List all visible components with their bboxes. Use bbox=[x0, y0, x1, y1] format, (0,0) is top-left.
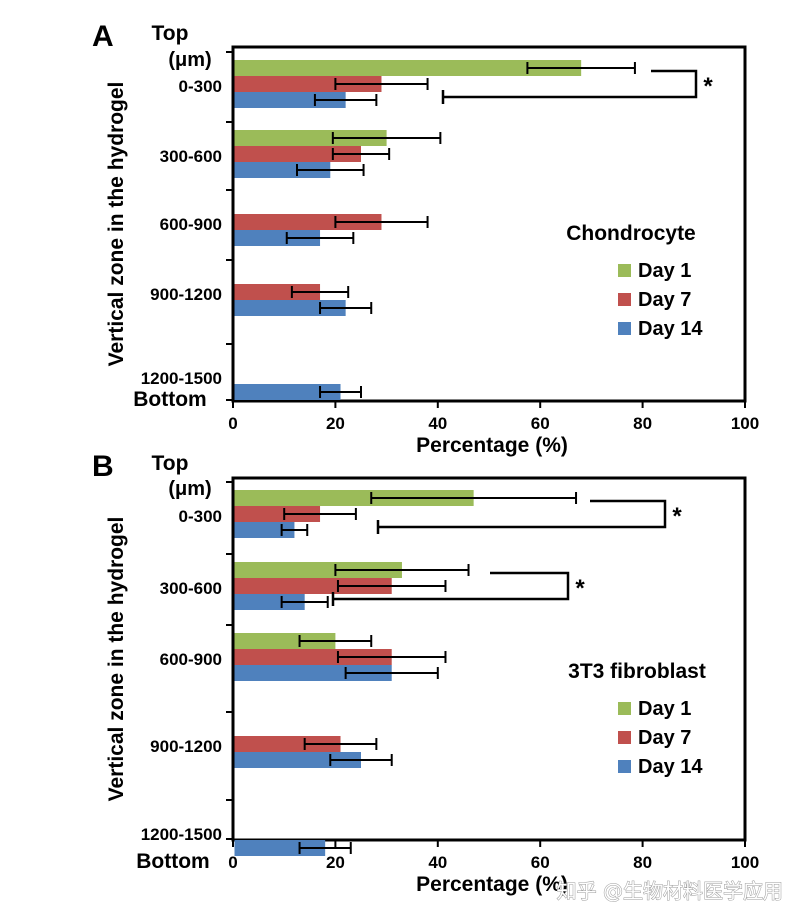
panel-a-bar-day-14 bbox=[234, 384, 341, 400]
panel-a-legend-label: Day 14 bbox=[638, 318, 703, 340]
panel-b-bar-day-7 bbox=[234, 578, 392, 594]
panel-b-significance-bracket bbox=[376, 499, 667, 534]
panel-b-significance-star: * bbox=[672, 503, 682, 530]
panel-b-category-label: 1200-1500 bbox=[141, 825, 222, 844]
panel-a-xtick-label: 40 bbox=[428, 414, 447, 433]
panel-b-y-axis-title: Vertical zone in the hydrogel bbox=[105, 517, 128, 802]
panel-b-legend-swatch-day-1 bbox=[618, 702, 631, 715]
panel-a-legend-swatch-day-1 bbox=[618, 264, 631, 277]
panel-a-bar-day-14 bbox=[234, 230, 321, 246]
panel-b-top-label: Top bbox=[152, 452, 189, 475]
panel-b-bar-day-1 bbox=[234, 633, 336, 649]
panel-b-legend-label: Day 1 bbox=[638, 698, 691, 720]
panel-a-category-label: 1200-1500 bbox=[141, 369, 222, 388]
panel-a-bar-day-7 bbox=[234, 76, 382, 92]
panel-a-category-label: 0-300 bbox=[179, 77, 222, 96]
panel-a-xtick-label: 0 bbox=[228, 414, 237, 433]
panel-a-category-label: 900-1200 bbox=[150, 285, 222, 304]
panel-a-bar-day-7 bbox=[234, 214, 382, 230]
panel-a-bar-day-1 bbox=[234, 60, 582, 76]
panel-b-legend-label: Day 14 bbox=[638, 756, 703, 778]
panel-a-bar-day-14 bbox=[234, 162, 331, 178]
panel-a-bar-day-1 bbox=[234, 130, 387, 146]
panel-b-significance-star: * bbox=[575, 575, 585, 602]
panel-b-xtick-label: 20 bbox=[326, 853, 345, 872]
panel-b-xtick-label: 80 bbox=[633, 853, 652, 872]
panel-a-chart-title: Chondrocyte bbox=[566, 222, 696, 245]
panel-b-category-label: 900-1200 bbox=[150, 737, 222, 756]
panel-a-bar-day-14 bbox=[234, 300, 346, 316]
panel-a-legend-swatch-day-7 bbox=[618, 293, 631, 306]
panel-b-legend-swatch-day-14 bbox=[618, 760, 631, 773]
panel-a-significance-bracket bbox=[441, 69, 698, 104]
panel-b-bar-day-14 bbox=[234, 840, 326, 856]
panel-b-bar-day-7 bbox=[234, 736, 341, 752]
panel-a-bottom-label: Bottom bbox=[133, 388, 206, 411]
panel-b-significance-bracket bbox=[331, 571, 570, 606]
panel-a-xtick-label: 20 bbox=[326, 414, 345, 433]
panel-a-legend-swatch-day-14 bbox=[618, 322, 631, 335]
panel-b-plot-frame bbox=[231, 476, 747, 842]
panel-a-significance-star: * bbox=[703, 73, 713, 100]
panel-b-bar-day-14 bbox=[234, 665, 392, 681]
panel-b-xtick-label: 60 bbox=[531, 853, 550, 872]
panel-b-panel-letter: B bbox=[92, 450, 114, 483]
panel-a-xtick-label: 100 bbox=[731, 414, 759, 433]
panel-b-legend-label: Day 7 bbox=[638, 727, 691, 749]
panel-b-legend-swatch-day-7 bbox=[618, 731, 631, 744]
panel-b-bar-day-1 bbox=[234, 562, 402, 578]
panel-b-chart-title: 3T3 fibroblast bbox=[568, 660, 706, 683]
panel-a-bar-day-7 bbox=[234, 284, 321, 300]
panel-a-unit-label: (μm) bbox=[168, 49, 211, 71]
panel-a-category-label: 600-900 bbox=[160, 215, 222, 234]
panel-b-category-label: 300-600 bbox=[160, 579, 222, 598]
panel-b-bar-day-1 bbox=[234, 490, 474, 506]
panel-b-bar-day-14 bbox=[234, 594, 305, 610]
panel-b-x-axis-title: Percentage (%) bbox=[416, 873, 568, 896]
panel-a-xtick-label: 60 bbox=[531, 414, 550, 433]
panel-b-xtick-label: 100 bbox=[731, 853, 759, 872]
panel-b-bottom-label: Bottom bbox=[136, 850, 209, 873]
panel-b-unit-label: (μm) bbox=[168, 478, 211, 500]
panel-a-plot-frame bbox=[231, 45, 747, 403]
panel-b-category-label: 0-300 bbox=[179, 507, 222, 526]
panel-a-panel-letter: A bbox=[92, 20, 114, 53]
panel-a-legend-label: Day 1 bbox=[638, 260, 691, 282]
panel-a-xtick-label: 80 bbox=[633, 414, 652, 433]
panel-a-bar-day-14 bbox=[234, 92, 346, 108]
panel-a-bar-day-7 bbox=[234, 146, 361, 162]
panel-b-bar-day-7 bbox=[234, 649, 392, 665]
panel-b-bar-day-7 bbox=[234, 506, 321, 522]
panel-a-category-label: 300-600 bbox=[160, 147, 222, 166]
watermark-text: 知乎 @生物材料医学应用 bbox=[557, 879, 783, 903]
panel-a-y-axis-title: Vertical zone in the hydrogel bbox=[105, 82, 128, 367]
panel-b-xtick-label: 0 bbox=[228, 853, 237, 872]
panel-a-x-axis-title: Percentage (%) bbox=[416, 434, 568, 457]
panel-b-bar-day-14 bbox=[234, 522, 295, 538]
panel-a-legend-label: Day 7 bbox=[638, 289, 691, 311]
panel-b-category-label: 600-900 bbox=[160, 650, 222, 669]
panel-b-xtick-label: 40 bbox=[428, 853, 447, 872]
panel-a-top-label: Top bbox=[152, 22, 189, 45]
